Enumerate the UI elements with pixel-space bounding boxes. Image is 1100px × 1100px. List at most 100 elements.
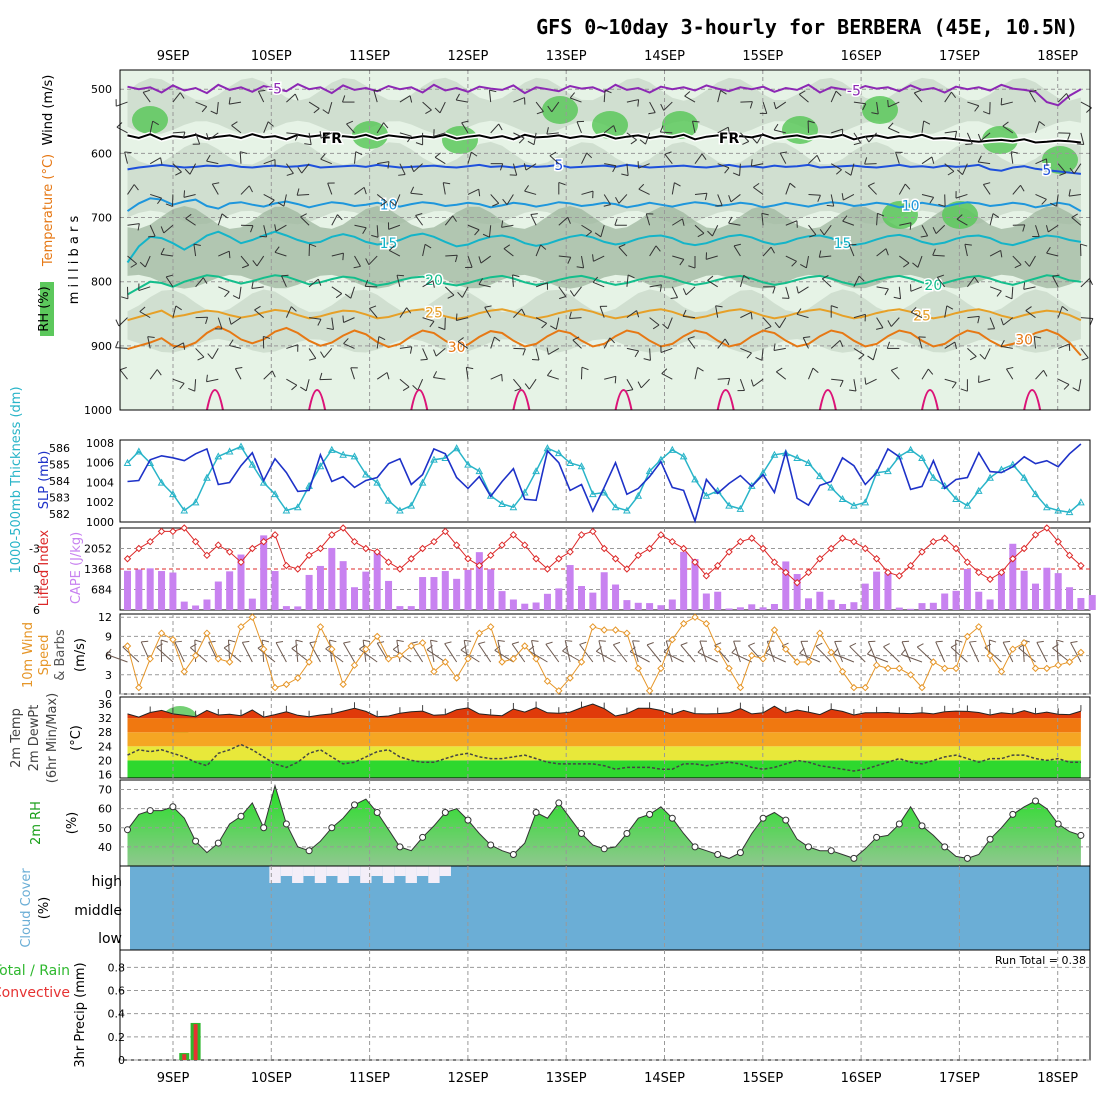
wind-barb-staff <box>467 188 480 195</box>
wind-barb-staff <box>1080 348 1089 359</box>
wind10m-tick: 3 <box>105 669 112 682</box>
wind-barb-flag <box>549 151 557 157</box>
cloud-row-label-low: low <box>98 931 122 947</box>
wind10m-speed-point <box>793 658 801 666</box>
wind-barb-flag <box>868 182 875 187</box>
wind-barb-flag <box>1050 202 1057 207</box>
wind-barb-flag <box>902 640 910 643</box>
wind10m-speed-point <box>918 683 926 692</box>
wind-barb-flag <box>996 290 1002 297</box>
cape-bar <box>521 603 529 610</box>
lifted-index-point <box>169 527 177 536</box>
wind-barb-staff <box>890 317 900 327</box>
wind-barb-flag <box>841 193 844 201</box>
rh2m-point <box>328 824 336 832</box>
wind-barb-flag <box>407 135 412 143</box>
wind-barb-staff <box>569 317 582 319</box>
wind-barb-flag <box>387 161 390 169</box>
wind-barb-staff <box>480 255 491 264</box>
wind-barb-flag <box>251 281 254 289</box>
cape-bar <box>725 608 733 610</box>
wind-barb-flag <box>960 388 968 392</box>
cape-bar <box>918 603 926 610</box>
wind10m-barb <box>291 644 310 663</box>
temp-axis-label-4: (°C) <box>69 725 84 751</box>
lifted-index-point <box>975 568 983 577</box>
wind-barb-staff <box>604 375 616 380</box>
upper-wind-barb <box>938 194 946 207</box>
wind-barb-staff <box>172 305 177 318</box>
wind-barb-staff <box>707 280 718 288</box>
upper-wind-barb <box>1002 121 1014 134</box>
upper-wind-barb <box>672 255 685 266</box>
wind-barb-flag <box>764 326 772 330</box>
wind-barb-flag <box>1063 384 1070 390</box>
upper-wind-barb <box>694 153 707 164</box>
upper-wind-barb <box>185 213 196 226</box>
date-label-top: 14SEP <box>644 49 685 64</box>
wind-barb-flag <box>1000 250 1003 258</box>
upper-wind-barb <box>326 317 334 330</box>
wind-barb-flag <box>378 336 386 341</box>
thickness-point <box>589 490 597 498</box>
upper-wind-barb <box>148 225 156 238</box>
wind-barb-flag <box>697 232 705 238</box>
wind-barb-flag <box>864 135 870 143</box>
wind-barb-staff <box>603 90 606 103</box>
wind10m-axis-label-1: 10m Wind <box>21 622 36 688</box>
wind-barb-staff <box>638 188 650 195</box>
wind-barb-flag <box>412 385 419 391</box>
wind-barb-flag <box>932 227 937 234</box>
wind10m-speed-point <box>1043 664 1051 673</box>
wind-barb-staff <box>444 643 458 663</box>
wind-barb-staff <box>564 640 571 663</box>
wind-barb-flag <box>124 151 132 154</box>
cloud-high-gap <box>280 866 293 876</box>
wind10m-barb <box>1070 640 1082 663</box>
wind10m-speed-point <box>691 613 699 621</box>
wind-barb-flag <box>983 182 991 185</box>
upper-wind-barb <box>785 220 798 228</box>
wind10m-speed-point <box>906 671 915 679</box>
wind-barb-staff <box>1047 224 1059 233</box>
thickness-point <box>645 467 654 475</box>
upper-wind-barb <box>399 346 413 354</box>
wind-barb-flag <box>1045 225 1049 233</box>
wind-barb-staff <box>944 341 956 349</box>
wind10m-speed-point <box>748 651 756 660</box>
wind-barb-staff <box>415 215 424 226</box>
wind-barb-flag <box>202 277 208 284</box>
wind-barb-flag <box>1011 151 1019 154</box>
upper-wind-barb <box>331 286 343 299</box>
upper-wind-barb <box>535 101 544 115</box>
wind-barb-flag <box>780 151 788 154</box>
pressure-tick: 800 <box>91 276 112 289</box>
wind-barb-flag <box>839 340 844 348</box>
wind10m-barb <box>275 640 287 663</box>
pressure-axis-label: m i l l i b a r s <box>67 216 82 305</box>
wind-barb-flag <box>637 99 640 107</box>
date-label-bottom: 16SEP <box>841 1071 882 1086</box>
upper-wind-barb <box>277 194 287 207</box>
lifted-index-point <box>679 544 688 553</box>
wind-barb-staff <box>263 121 269 134</box>
cape-bar <box>453 578 461 610</box>
cape-bar <box>929 602 937 610</box>
wind10m-axis-label-3: & Barbs <box>53 629 68 681</box>
upper-wind-barb <box>490 163 504 171</box>
wind-barb-flag <box>646 642 654 646</box>
wind-barb-staff <box>649 348 651 361</box>
wind-barb-flag <box>398 173 406 176</box>
wind-barb-flag <box>1000 339 1005 347</box>
wind-barb-staff <box>172 342 184 349</box>
upper-wind-barb <box>353 255 361 269</box>
wind-barb-staff <box>1002 125 1014 134</box>
wind-barb-flag <box>528 645 535 652</box>
wind-barb-flag <box>329 639 337 643</box>
wind-barb-staff <box>576 121 582 134</box>
wind-barb-staff <box>649 317 660 326</box>
wind-barb-staff <box>921 193 934 198</box>
wind-barb-staff <box>1035 369 1044 380</box>
wind10m-speed-point <box>623 629 631 637</box>
wind-barb-staff <box>868 132 877 143</box>
